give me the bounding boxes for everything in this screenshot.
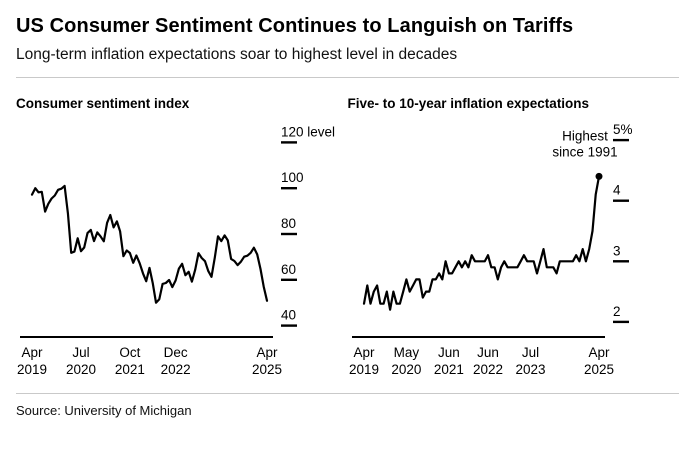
x-tick-year: 2022 <box>472 362 502 377</box>
x-tick-year: 2025 <box>583 362 613 377</box>
x-tick-month: Apr <box>588 345 610 360</box>
y-tick-dash <box>612 138 629 142</box>
x-tick-month: Jul <box>521 345 538 360</box>
x-tick-month: Jun <box>477 345 499 360</box>
x-tick-year: 2020 <box>391 362 421 377</box>
chart-panel-sentiment: Consumer sentiment index 40 60 80 100 120 le… <box>16 80 348 383</box>
header: US Consumer Sentiment Continues to Langu… <box>16 14 679 64</box>
x-tick-year: 2023 <box>515 362 545 377</box>
y-tick-dash <box>612 199 629 202</box>
x-tick-month: Apr <box>353 345 375 360</box>
y-tick-label: 60 <box>281 262 296 277</box>
chart-title-sentiment: Consumer sentiment index <box>16 96 190 111</box>
footer: Source: University of Michigan <box>16 393 679 430</box>
y-tick-dash <box>281 324 297 327</box>
inflation-line-chart: 2 3 4 5% Apr 2019 May 2020 Jun 2021 Jun 2022 Jul 2023… <box>348 122 633 377</box>
chart-card: US Consumer Sentiment Continues to Langu… <box>16 14 679 430</box>
y-tick-label: 100 <box>281 170 304 185</box>
y-tick-label: 5% <box>613 122 633 137</box>
y-tick-label: 2 <box>613 304 621 319</box>
x-tick-month: Apr <box>21 345 43 360</box>
source-note: Source: University of Michigan <box>16 403 192 418</box>
y-tick-dash <box>612 320 629 324</box>
x-tick-month: Oct <box>119 345 140 360</box>
y-tick-label: 40 <box>281 308 296 323</box>
x-tick-year: 2019 <box>348 362 378 377</box>
footer-divider <box>16 393 679 394</box>
y-tick-label: 3 <box>613 243 621 258</box>
line-series <box>362 175 600 311</box>
x-tick-month: May <box>393 345 419 360</box>
y-tick-label: 80 <box>281 216 296 231</box>
y-tick-label: 4 <box>613 183 621 198</box>
x-tick-month: Jun <box>438 345 460 360</box>
charts-row: Consumer sentiment index 40 60 80 100 120 le… <box>16 80 679 383</box>
x-tick-month: Jul <box>72 345 89 360</box>
x-tick-year: 2022 <box>161 362 191 377</box>
x-tick-month: Apr <box>256 345 278 360</box>
x-tick-year: 2025 <box>252 362 282 377</box>
x-tick-year: 2021 <box>115 362 145 377</box>
annotation-text: since 1991 <box>552 144 617 159</box>
y-tick-dash <box>281 187 297 190</box>
x-tick-year: 2020 <box>66 362 96 377</box>
y-tick-label: 120 level <box>281 124 335 139</box>
x-tick-month: Dec <box>164 345 188 360</box>
annotation-text: Highest <box>562 128 608 143</box>
y-tick-dash <box>612 260 629 263</box>
y-tick-dash <box>281 278 297 281</box>
header-divider <box>16 77 679 78</box>
headline: US Consumer Sentiment Continues to Langu… <box>16 15 574 37</box>
y-tick-dash <box>281 232 297 236</box>
x-tick-year: 2019 <box>17 362 47 377</box>
end-point-dot <box>595 172 602 180</box>
chart-title-inflation: Five- to 10-year inflation expectations <box>347 96 590 111</box>
chart-panel-inflation: Five- to 10-year inflation expectations … <box>348 80 680 383</box>
x-tick-year: 2021 <box>433 362 463 377</box>
subtitle: Long-term inflation expectations soar to… <box>16 46 458 63</box>
line-series <box>30 184 269 304</box>
y-tick-dash <box>281 141 297 144</box>
sentiment-line-chart: 40 60 80 100 120 level Apr 2019 Jul 2020 Oct 2021 D… <box>17 124 335 377</box>
